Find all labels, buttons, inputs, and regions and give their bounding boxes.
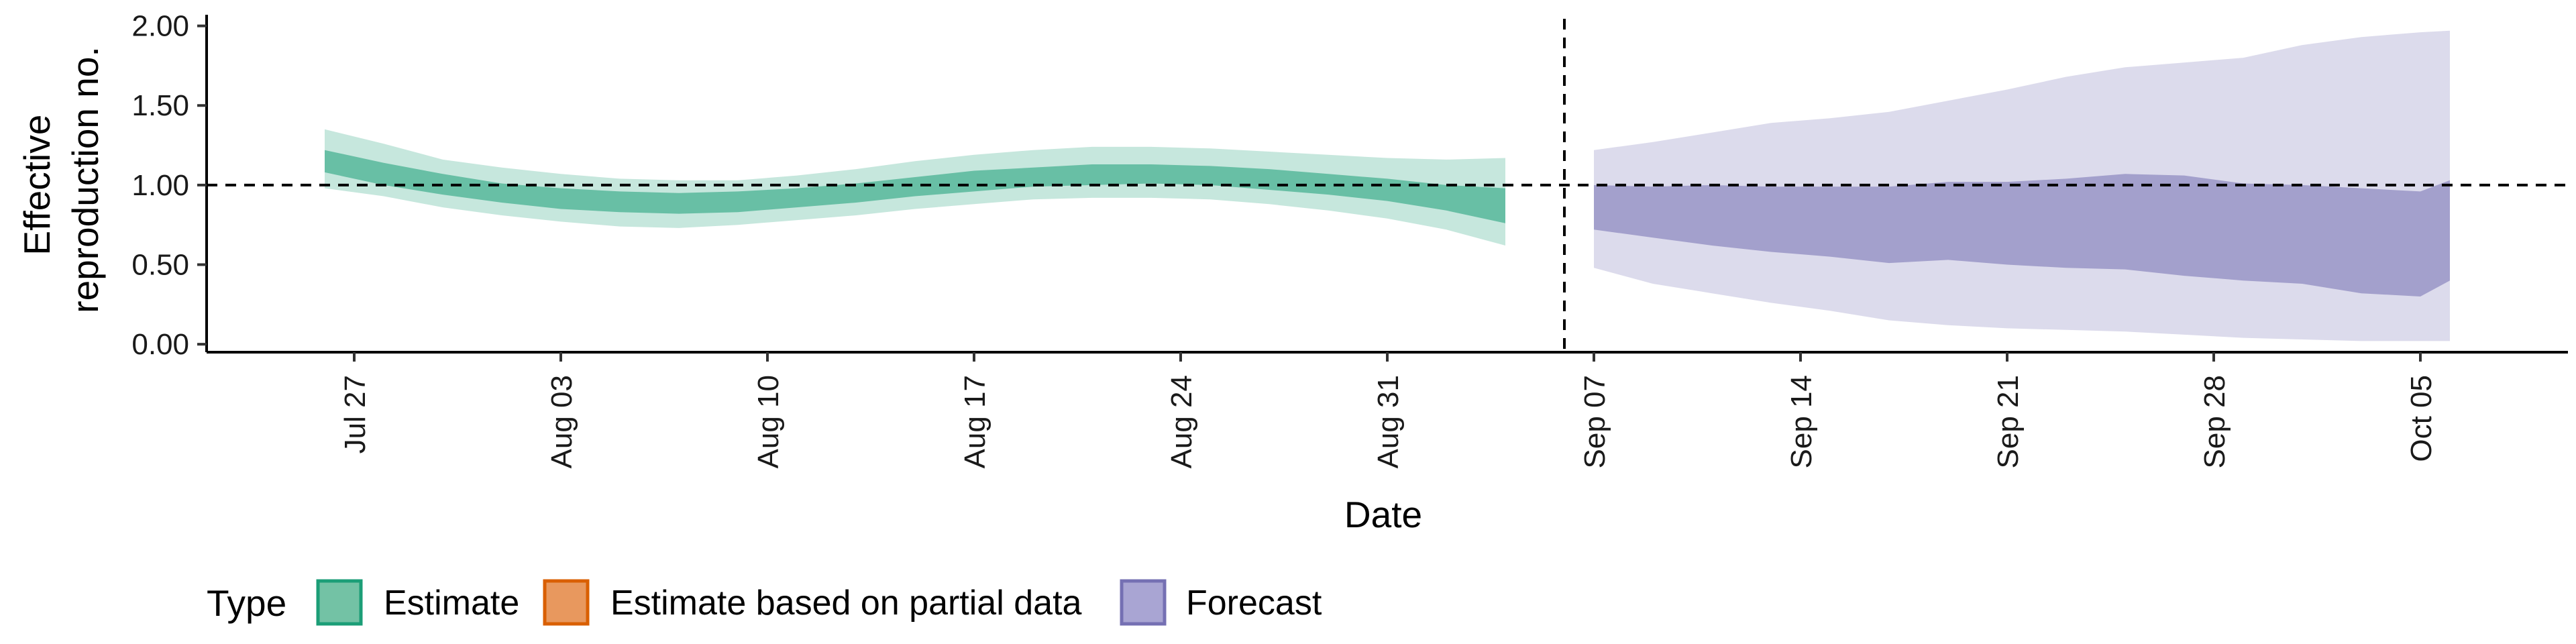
axis-titles: Date Effective reproduction no. [16,46,1422,535]
ribbon-layer [325,30,2450,341]
legend-label-forecast: Forecast [1186,584,1322,623]
x-tick-label: Sep 21 [1992,375,2025,468]
estimate-ribbon-50 [325,150,1505,223]
x-tick-label: Aug 10 [752,375,785,468]
axes-layer: 0.00 0.50 1.00 1.50 2.00 Jul 27 Aug 03 Aug 10 Au… [131,10,2568,468]
forecast-ribbon-50 [1594,174,2450,297]
x-tick-label: Sep 14 [1785,375,1818,468]
x-tick-label: Aug 17 [959,375,991,468]
y-axis-title-line-1: Effective [16,115,58,256]
legend-title: Type [207,582,286,624]
y-tick-label: 0.00 [131,328,189,361]
y-axis-title: Effective reproduction no. [16,46,106,313]
x-tick-label: Sep 28 [2198,375,2231,468]
legend: Type Estimate Estimate based on partial … [207,579,1322,626]
x-tick-label: Aug 31 [1372,375,1405,468]
legend-swatch-forecast [1120,579,1167,626]
x-tick-label: Oct 05 [2405,375,2438,462]
x-tick-label: Jul 27 [339,375,372,453]
legend-swatch-estimate [316,579,363,626]
y-tick-label: 1.50 [131,89,189,122]
legend-label-partial: Estimate based on partial data [610,584,1082,623]
y-tick-label: 0.50 [131,249,189,282]
y-axis-title-line-2: reproduction no. [64,46,106,313]
x-tick-label: Sep 07 [1578,375,1611,468]
legend-label-estimate: Estimate [384,584,519,623]
x-tick-label: Aug 03 [545,375,578,468]
y-tick-label: 1.00 [131,169,189,202]
legend-swatch-partial [543,579,590,626]
x-axis-title: Date [1344,494,1422,535]
y-tick-label: 2.00 [131,10,189,43]
x-tick-label: Aug 24 [1165,375,1198,468]
